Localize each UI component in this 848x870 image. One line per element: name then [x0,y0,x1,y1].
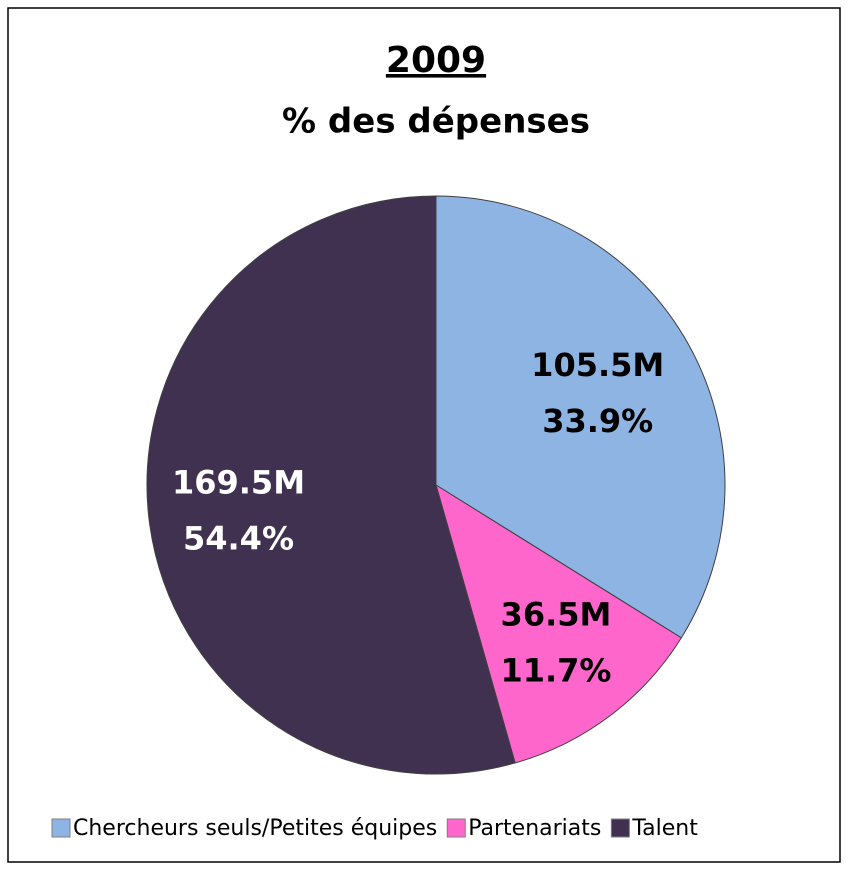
data-label: 169.5M [172,464,305,502]
pie-slice [146,195,516,775]
data-label-percent: 11.7% [500,651,611,689]
chart-subtitle: % des dépenses [282,102,590,142]
chart-title: 2009 [386,40,486,81]
legend-label: Partenariats [468,816,601,841]
data-label: 105.5M [531,346,664,384]
pie-slice [435,483,682,764]
legend-swatch [51,818,71,838]
pie-slice [435,195,726,639]
legend-label: Talent [631,816,698,841]
data-label-percent: 54.4% [183,520,294,558]
legend-label: Chercheurs seuls/Petites équipes [73,816,437,841]
legend-swatch [610,818,630,838]
data-label-percent: 33.9% [542,402,653,440]
data-label: 36.5M [501,595,612,633]
legend-swatch [446,818,466,838]
